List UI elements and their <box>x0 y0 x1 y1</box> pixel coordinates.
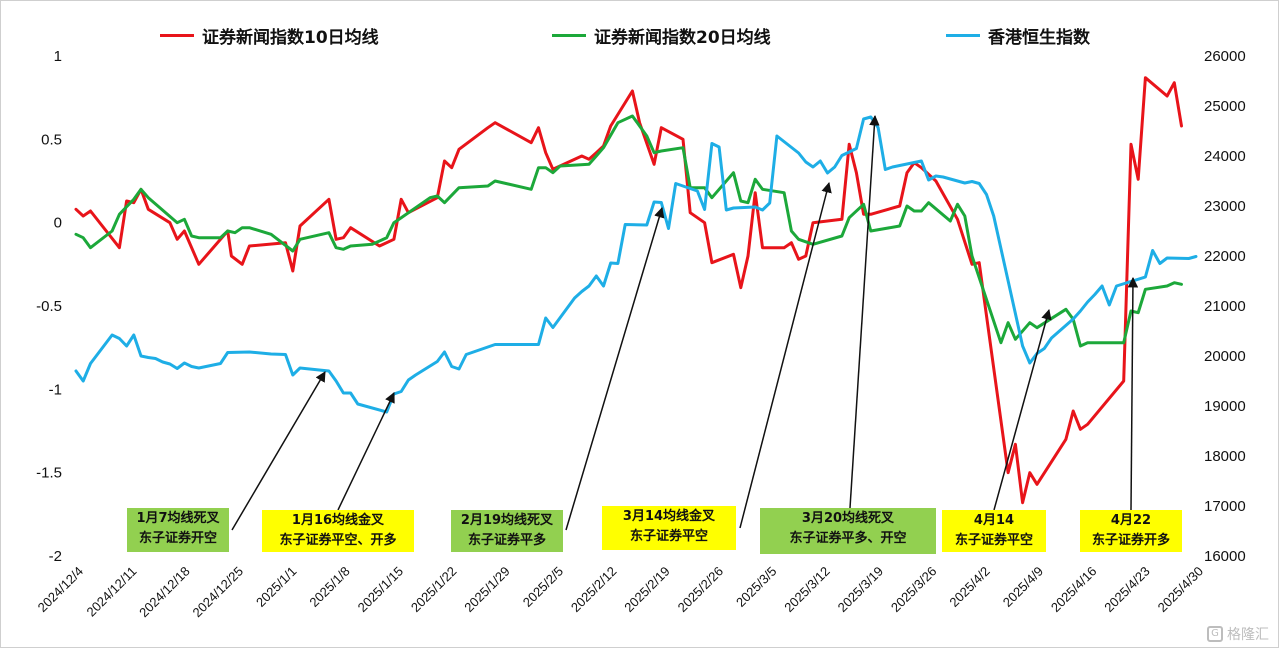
annotation-arrow <box>993 308 1052 511</box>
x-tick-label: 2025/4/9 <box>1000 564 1046 610</box>
y-left-tick-label: -2 <box>49 548 62 565</box>
annotation-box: 1月16均线金叉 东子证券平空、开多 <box>262 510 414 552</box>
y-right-tick-label: 21000 <box>1204 298 1246 315</box>
x-tick-label: 2025/1/1 <box>253 564 299 610</box>
x-tick-label: 2025/3/26 <box>888 564 940 616</box>
x-tick-label: 2025/1/8 <box>306 564 352 610</box>
annotation-arrow <box>231 371 326 531</box>
annotation-arrow <box>739 181 832 529</box>
series-line-2 <box>74 114 1183 348</box>
annotation-text: 东子证券平空、开多 <box>279 533 397 548</box>
y-right-tick-label: 22000 <box>1204 248 1246 265</box>
series-line-1 <box>74 76 1183 505</box>
x-tick-label: 2024/12/18 <box>136 564 193 621</box>
x-tick-label: 2025/4/16 <box>1048 564 1100 616</box>
annotation-text: 东子证券平多 <box>467 533 546 548</box>
annotation-text: 3月20均线死叉 <box>801 511 895 526</box>
annotation-text: 2月19均线死叉 <box>460 513 554 528</box>
annotation-text: 东子证券开空 <box>138 531 217 546</box>
annotation-box: 3月20均线死叉 东子证券平多、开空 <box>760 508 936 554</box>
y-right-tick-label: 19000 <box>1204 398 1246 415</box>
legend-swatch <box>160 33 194 37</box>
x-tick-label: 2025/4/2 <box>946 564 992 610</box>
annotation-text: 1月7均线死叉 <box>136 511 220 526</box>
y-left-tick-label: 1 <box>54 48 62 65</box>
x-tick-label: 2025/4/30 <box>1155 564 1207 616</box>
x-tick-label: 2025/2/26 <box>675 564 727 616</box>
y-left-tick-label: -1 <box>49 381 62 398</box>
watermark-logo-icon: G <box>1207 626 1223 642</box>
x-tick-label: 2025/2/5 <box>520 564 566 610</box>
annotation-box: 4月22 东子证券开多 <box>1080 510 1182 552</box>
annotation-box: 1月7均线死叉 东子证券开空 <box>127 508 229 552</box>
annotation-text: 3月14均线金叉 <box>622 509 716 524</box>
y-right-tick-label: 25000 <box>1204 98 1246 115</box>
x-tick-label: 2025/1/22 <box>408 564 460 616</box>
y-left-tick-label: -1.5 <box>36 465 62 482</box>
legend-label: 证券新闻指数20日均线 <box>594 27 771 48</box>
annotation-text: 东子证券平空 <box>954 533 1033 548</box>
annotation-arrow <box>849 114 880 509</box>
y-left-tick-label: 0 <box>54 215 62 232</box>
annotation-text: 4月22 <box>1110 513 1152 528</box>
annotation-arrow <box>565 206 665 531</box>
annotation-text: 东子证券平多、开空 <box>789 531 907 546</box>
legend-label: 证券新闻指数10日均线 <box>202 27 379 48</box>
annotation-text: 1月16均线金叉 <box>291 513 385 528</box>
y-right-tick-label: 17000 <box>1204 498 1246 515</box>
annotation-text: 东子证券平空 <box>629 529 708 544</box>
annotation-arrow <box>1127 276 1139 511</box>
x-tick-label: 2024/12/25 <box>189 564 246 621</box>
x-tick-label: 2025/4/23 <box>1101 564 1153 616</box>
y-right-tick-label: 20000 <box>1204 348 1246 365</box>
annotation-box: 2月19均线死叉 东子证券平多 <box>451 510 563 552</box>
legend-item: 香港恒生指数 <box>946 22 1090 48</box>
annotation-text: 4月14 <box>973 513 1015 528</box>
legend-item: 证券新闻指数20日均线 <box>552 22 771 48</box>
x-tick-label: 2025/1/29 <box>461 564 513 616</box>
x-tick-label: 2025/3/12 <box>781 564 833 616</box>
legend-item: 证券新闻指数10日均线 <box>160 22 379 48</box>
legend-swatch <box>946 33 980 37</box>
legend-swatch <box>552 33 586 37</box>
y-right-tick-label: 18000 <box>1204 448 1246 465</box>
y-right-tick-label: 23000 <box>1204 198 1246 215</box>
x-tick-label: 2024/12/4 <box>35 564 87 616</box>
series-line-3 <box>74 115 1198 414</box>
annotation-box: 4月14 东子证券平空 <box>942 510 1046 552</box>
x-tick-label: 2025/2/12 <box>568 564 620 616</box>
x-tick-label: 2025/2/19 <box>621 564 673 616</box>
annotation-text: 东子证券开多 <box>1091 533 1170 548</box>
watermark: G 格隆汇 <box>1207 624 1269 644</box>
annotation-arrow <box>337 392 395 511</box>
annotation-box: 3月14均线金叉 东子证券平空 <box>602 506 736 550</box>
x-tick-label: 2025/3/5 <box>733 564 779 610</box>
watermark-text: 格隆汇 <box>1227 627 1269 643</box>
x-tick-label: 2024/12/11 <box>84 564 140 620</box>
legend-label: 香港恒生指数 <box>988 27 1090 48</box>
y-right-tick-label: 16000 <box>1204 548 1246 565</box>
y-right-tick-label: 24000 <box>1204 148 1246 165</box>
y-left-tick-label: -0.5 <box>36 298 62 315</box>
x-tick-label: 2025/1/15 <box>355 564 407 616</box>
y-left-tick-label: 0.5 <box>41 131 62 148</box>
x-tick-label: 2025/3/19 <box>835 564 887 616</box>
y-right-tick-label: 26000 <box>1204 48 1246 65</box>
